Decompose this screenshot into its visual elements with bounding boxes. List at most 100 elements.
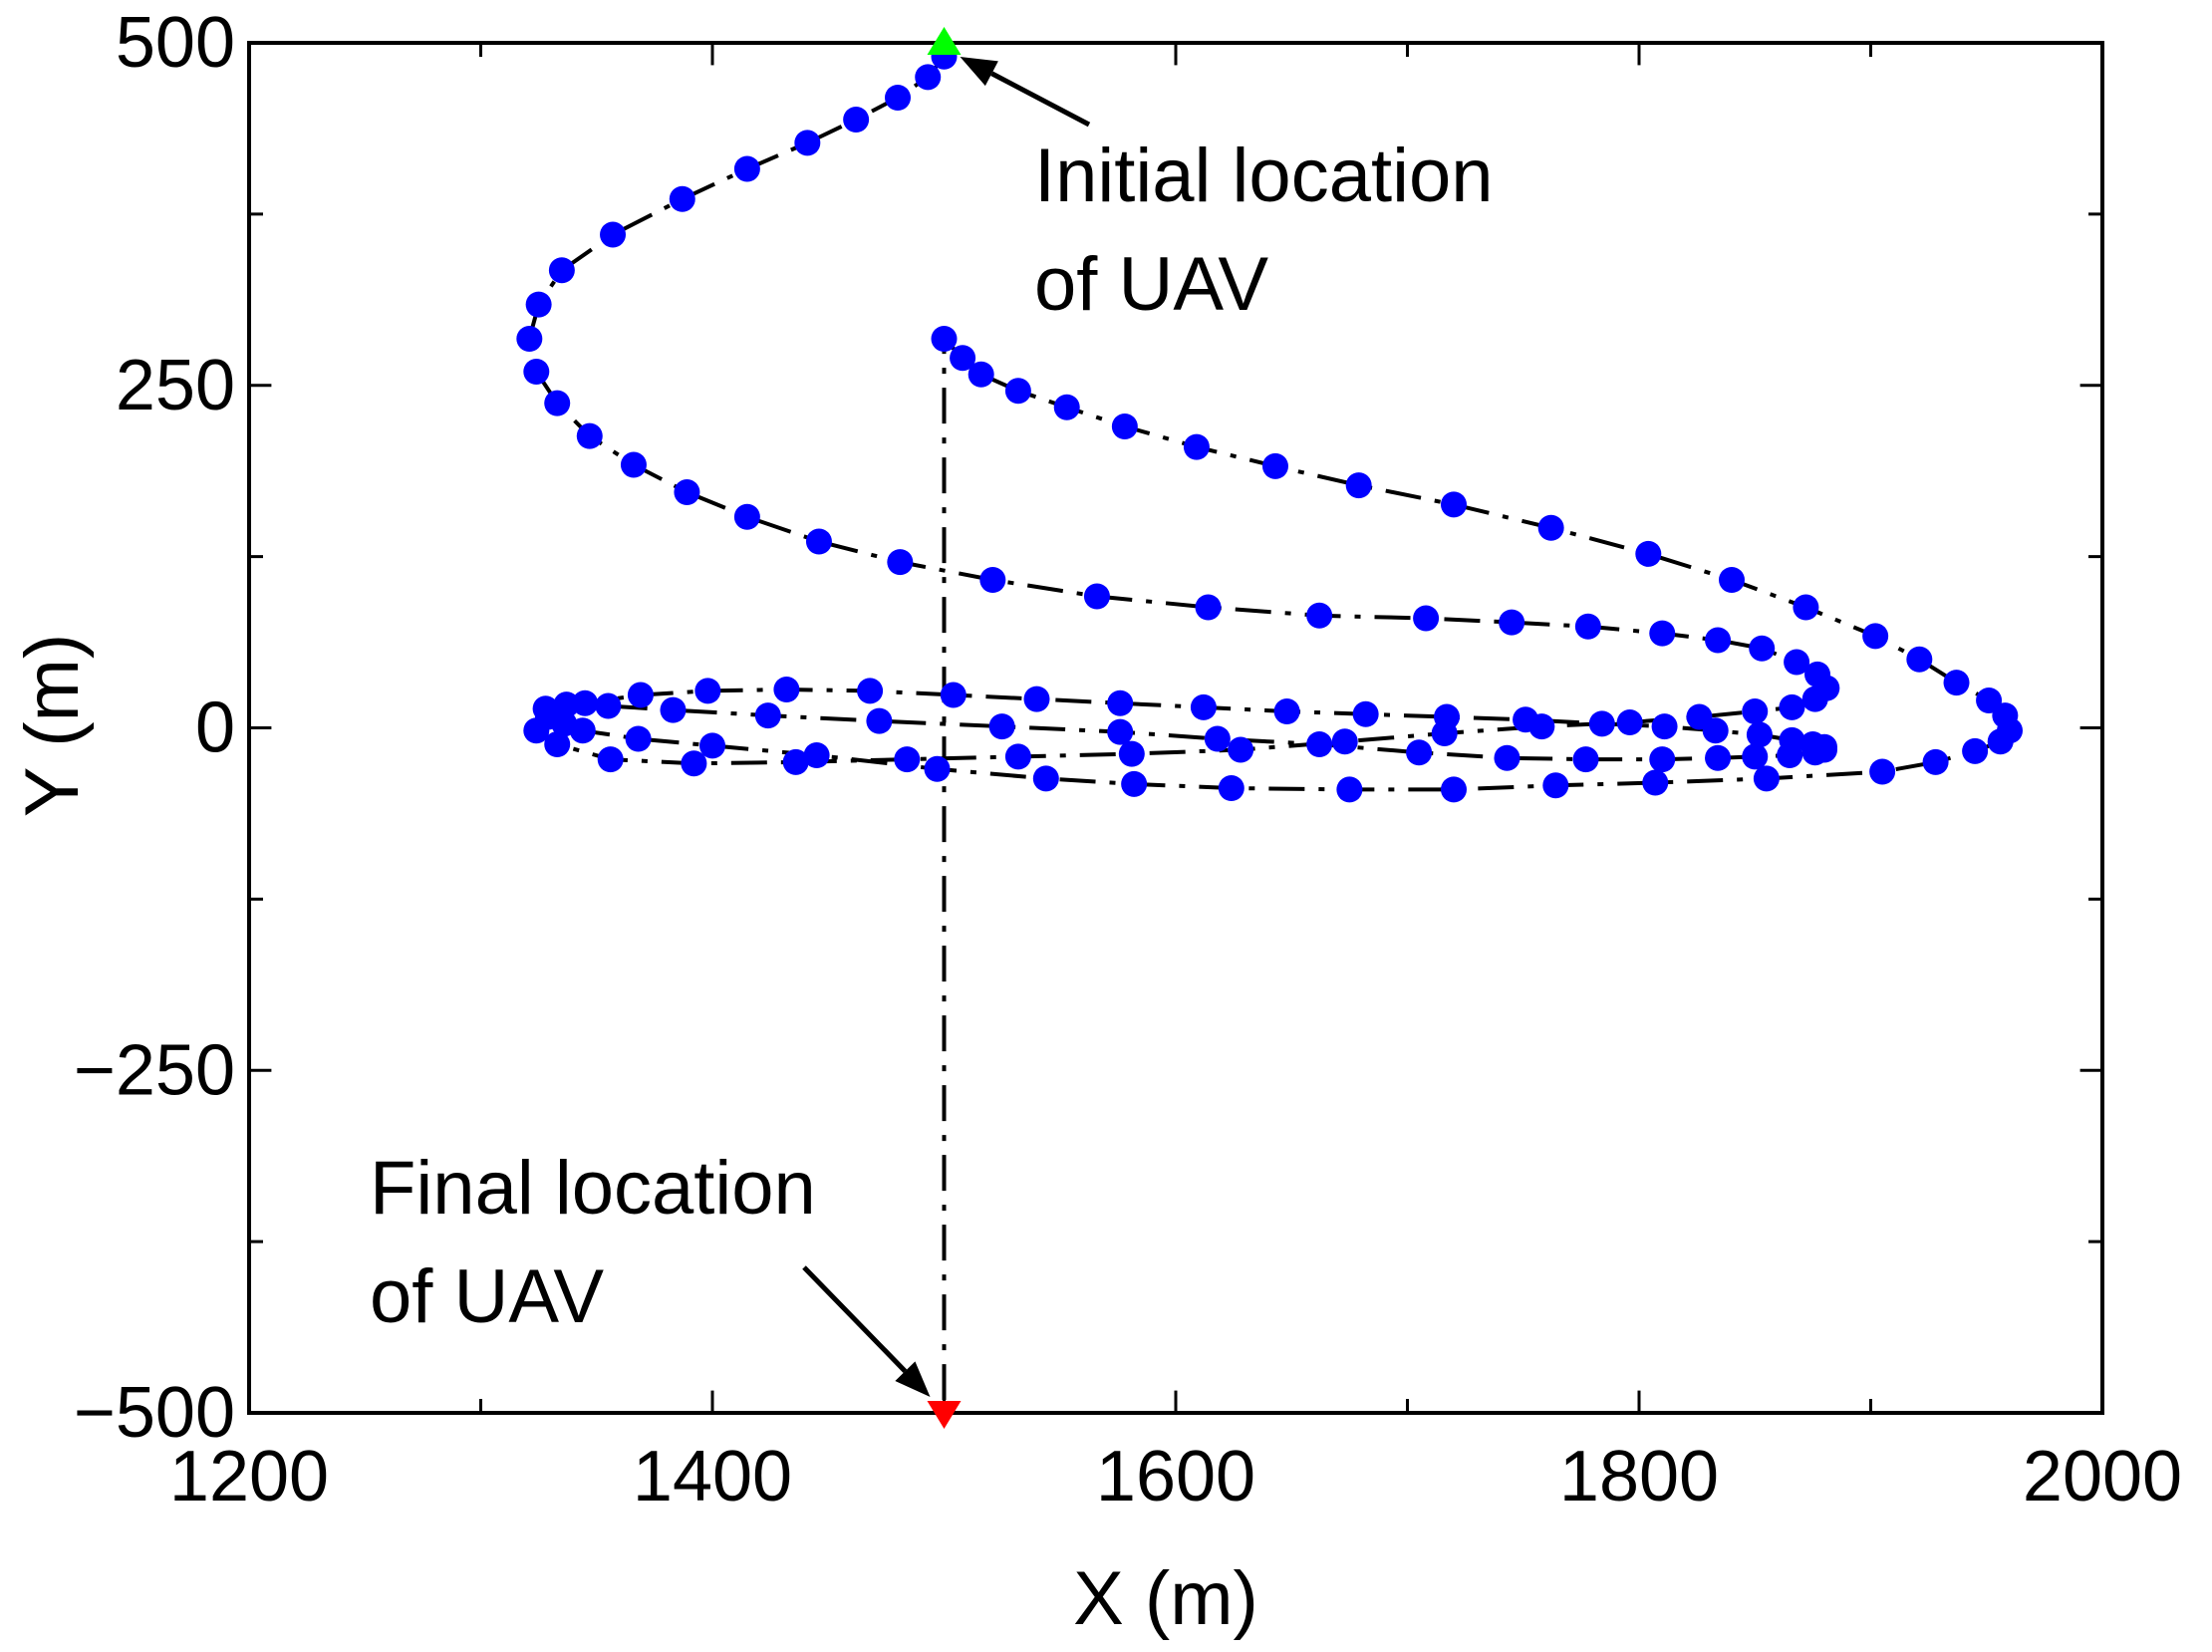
waypoint-marker (1083, 583, 1110, 610)
waypoint-marker (1719, 567, 1745, 593)
waypoint-marker (1228, 736, 1254, 763)
waypoint-marker (1705, 627, 1732, 654)
waypoint-marker (572, 689, 599, 716)
waypoint-marker (1742, 743, 1769, 770)
final-location-arrow (802, 1265, 931, 1397)
waypoint-marker (1107, 718, 1134, 745)
axis-ticks: 1200 1400 1600 1800 2000 500 250 0 −250 −500 (74, 3, 2182, 1516)
waypoint-marker (1862, 623, 1889, 650)
waypoint-marker (1434, 703, 1461, 730)
waypoint-marker (576, 422, 603, 449)
waypoint-marker (1642, 769, 1669, 796)
waypoint-marker (525, 291, 552, 318)
waypoint-marker (625, 725, 652, 752)
initial-location-marker (927, 27, 962, 55)
waypoint-marker (1183, 433, 1210, 460)
waypoint-marker (699, 732, 725, 759)
y-tick-label: 0 (195, 688, 235, 768)
waypoint-marker (857, 678, 884, 704)
waypoint-marker (1705, 744, 1732, 771)
y-tick-label: −500 (74, 1373, 235, 1453)
waypoint-marker (523, 359, 550, 385)
waypoint-marker (1922, 748, 1949, 775)
waypoint-marker (569, 717, 596, 744)
waypoint-marker (1406, 739, 1433, 766)
waypoint-marker (1513, 706, 1539, 733)
waypoint-marker (1649, 620, 1676, 647)
waypoint-marker (1801, 686, 1828, 712)
final-location-label-line1: Final location (370, 1146, 816, 1231)
waypoint-marker (1651, 713, 1678, 740)
waypoint-marker (595, 692, 622, 719)
waypoint-marker (1032, 765, 1059, 792)
waypoint-marker (1649, 746, 1676, 773)
waypoint-marker (681, 750, 707, 777)
waypoint-marker (754, 702, 781, 729)
waypoint-marker (887, 549, 914, 576)
waypoint-marker (1793, 594, 1819, 621)
waypoint-marker (1906, 646, 1933, 673)
initial-location-label-line1: Initial location (1034, 134, 1494, 218)
waypoint-marker (733, 155, 760, 182)
waypoint-marker (1331, 728, 1358, 755)
waypoint-marker (805, 528, 832, 555)
waypoint-marker (1542, 772, 1569, 799)
waypoint-marker (1801, 739, 1828, 766)
final-location-label-line2: of UAV (370, 1254, 604, 1339)
waypoint-marker (1746, 721, 1773, 748)
waypoint-marker (1499, 609, 1525, 636)
waypoint-marker (1572, 746, 1599, 773)
waypoint-marker (516, 326, 543, 352)
waypoint-marker (1441, 491, 1467, 518)
waypoint-marker (660, 696, 687, 723)
waypoint-marker (968, 361, 994, 388)
initial-location-arrow (960, 57, 1091, 128)
waypoint-marker (600, 221, 627, 248)
waypoint-marker (894, 746, 921, 773)
waypoint-marker (627, 682, 654, 708)
waypoint-marker (988, 713, 1015, 740)
waypoint-marker (1413, 605, 1440, 632)
waypoint-marker (794, 130, 821, 156)
waypoint-marker (885, 85, 911, 111)
waypoint-marker (803, 742, 830, 768)
waypoint-marker (1336, 776, 1363, 803)
y-axis-label: Y (m) (10, 634, 95, 817)
waypoint-marker (979, 567, 1006, 593)
x-tick-label: 1200 (169, 1437, 329, 1516)
waypoint-marker (1779, 693, 1805, 720)
waypoint-marker (1261, 452, 1288, 479)
final-location-marker (927, 1401, 962, 1429)
waypoint-marker (1306, 602, 1333, 629)
waypoint-marker (1023, 686, 1050, 712)
waypoint-marker (1121, 770, 1148, 797)
y-tick-label: 500 (116, 3, 235, 83)
waypoint-marker (1195, 594, 1222, 621)
waypoint-marker (597, 746, 624, 773)
waypoint-marker (1004, 743, 1031, 770)
waypoint-marker (1784, 649, 1810, 676)
waypoint-marker (1992, 702, 2019, 729)
waypoint-marker (915, 64, 942, 91)
waypoint-marker (1588, 710, 1615, 737)
waypoint-marker (1635, 540, 1662, 567)
x-tick-label: 1600 (1096, 1437, 1255, 1516)
waypoint-marker (931, 326, 958, 352)
waypoint-marker (866, 707, 893, 734)
waypoint-marker (1976, 688, 2003, 713)
waypoint-marker (1702, 717, 1729, 744)
waypoint-marker (1111, 413, 1138, 439)
waypoint-marker (773, 677, 800, 702)
annotation-layer: Initial location of UAV Final location o… (370, 57, 1494, 1397)
waypoint-marker (733, 503, 760, 530)
waypoint-marker (1753, 765, 1780, 792)
waypoint-marker (544, 390, 571, 416)
x-tick-label: 1400 (633, 1437, 792, 1516)
waypoint-marker (548, 257, 575, 284)
waypoint-marker (544, 731, 571, 757)
waypoint-marker (1306, 731, 1333, 757)
y-tick-label: 250 (116, 346, 235, 425)
waypoint-marker (1494, 744, 1521, 771)
waypoint-marker (620, 451, 647, 478)
